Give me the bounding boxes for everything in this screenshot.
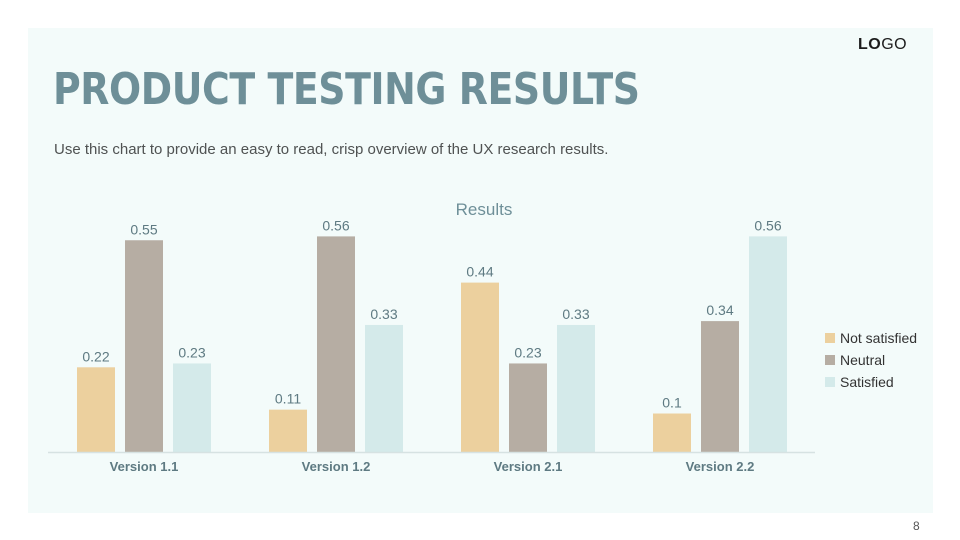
data-label-satisfied-3: 0.33 xyxy=(562,306,589,322)
legend: Not satisfied Neutral Satisfied xyxy=(825,330,917,390)
data-label-not-satisfied-4: 0.1 xyxy=(662,395,682,411)
page-title: PRODUCT TESTING RESULTS xyxy=(53,64,640,115)
bar-satisfied-3 xyxy=(557,324,595,452)
chart-title: Results xyxy=(456,200,513,219)
data-label-satisfied-2: 0.33 xyxy=(370,306,397,322)
data-label-neutral-2: 0.56 xyxy=(322,217,349,233)
bar-neutral-4 xyxy=(701,321,739,452)
bar-satisfied-1 xyxy=(173,363,211,452)
page-subtitle: Use this chart to provide an easy to rea… xyxy=(54,141,609,158)
logo: LOGO xyxy=(858,36,907,54)
logo-bold-text: LO xyxy=(858,36,882,53)
logo-light-text: GO xyxy=(881,36,908,53)
data-label-not-satisfied-2: 0.11 xyxy=(275,391,301,407)
bar-satisfied-4 xyxy=(749,236,787,452)
x-tick-label-4: Version 2.2 xyxy=(686,459,755,474)
legend-swatch-neutral xyxy=(825,355,835,365)
page-number: 8 xyxy=(913,519,920,533)
legend-label-satisfied: Satisfied xyxy=(840,374,894,390)
bar-not-satisfied-2 xyxy=(269,409,307,452)
bar-neutral-3 xyxy=(509,363,547,452)
data-label-neutral-3: 0.23 xyxy=(514,344,541,360)
x-tick-labels: Version 1.1 Version 1.2 Version 2.1 Version… xyxy=(110,459,755,474)
x-tick-label-2: Version 1.2 xyxy=(302,459,371,474)
data-label-not-satisfied-3: 0.44 xyxy=(466,264,493,280)
legend-swatch-not-satisfied xyxy=(825,333,835,343)
bar-neutral-1 xyxy=(125,240,163,452)
bars-layer: 0.22 0.55 0.23 0.11 0.56 0.33 0.44 0.23 0.33 0.1 0… xyxy=(77,217,787,452)
bar-satisfied-2 xyxy=(365,324,403,452)
x-tick-label-1: Version 1.1 xyxy=(110,459,179,474)
bar-not-satisfied-3 xyxy=(461,282,499,452)
data-label-neutral-1: 0.55 xyxy=(130,221,157,237)
legend-label-not-satisfied: Not satisfied xyxy=(840,330,917,346)
data-label-not-satisfied-1: 0.22 xyxy=(82,348,109,364)
data-label-neutral-4: 0.34 xyxy=(706,302,733,318)
bar-not-satisfied-4 xyxy=(653,413,691,452)
data-label-satisfied-1: 0.23 xyxy=(178,344,205,360)
legend-label-neutral: Neutral xyxy=(840,352,885,368)
x-tick-label-3: Version 2.1 xyxy=(494,459,563,474)
bar-neutral-2 xyxy=(317,236,355,452)
bar-not-satisfied-1 xyxy=(77,367,115,452)
data-label-satisfied-4: 0.56 xyxy=(754,217,781,233)
legend-swatch-satisfied xyxy=(825,377,835,387)
